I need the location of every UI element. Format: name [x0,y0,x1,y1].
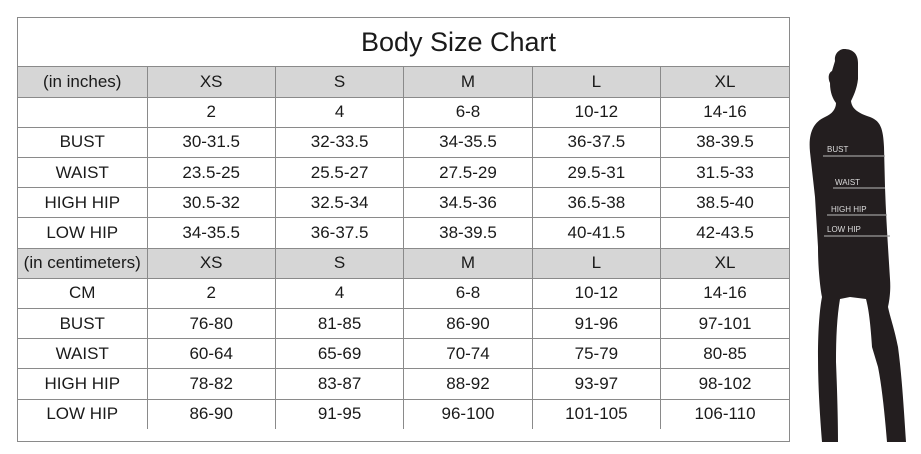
size-cell: 2 [146,277,276,310]
size-cell: 70-74 [403,338,533,370]
size-cell: 14-16 [660,96,789,128]
size-cell: 38-39.5 [403,217,533,249]
size-cell: 2 [146,96,276,128]
size-cell: 91-95 [274,398,405,430]
size-cell: 81-85 [274,307,405,340]
row-label-cell: LOW HIP [18,217,148,249]
size-cell: 32-33.5 [274,126,405,159]
size-cell: 83-87 [274,368,405,400]
size-cell: 25.5-27 [274,157,405,189]
row-label-cell: HIGH HIP [18,187,148,219]
size-cell: 34-35.5 [403,126,533,159]
figure-label-bust: BUST [827,145,848,154]
size-cell: 86-90 [146,398,276,430]
row-label-cell: LOW HIP [18,398,148,430]
size-cell: 10-12 [531,96,662,128]
table-row: 2 4 6-8 10-12 14-16 [18,96,789,128]
figure-label-high-hip: HIGH HIP [831,205,867,214]
size-cell: 42-43.5 [660,217,789,249]
figure-label-low-hip: LOW HIP [827,225,861,234]
figure-label-waist: WAIST [835,178,860,187]
table-row: LOW HIP 34-35.5 36-37.5 38-39.5 40-41.5 42-43… [18,217,789,249]
size-cell: 36-37.5 [531,126,662,159]
size-cell: 36.5-38 [531,187,662,219]
size-cell: M [403,67,533,98]
size-cell: 4 [274,277,405,310]
size-cell: 36-37.5 [274,217,405,249]
size-cell: 30.5-32 [146,187,276,219]
size-cell: 29.5-31 [531,157,662,189]
body-silhouette-figure: BUST WAIST HIGH HIP LOW HIP [790,17,921,442]
row-label-cell: CM [18,277,148,310]
inches-header-row: (in inches) XS S M L XL [18,67,789,98]
size-cell: 80-85 [660,338,789,370]
size-cell: 97-101 [660,307,789,340]
size-cell: L [531,247,662,279]
size-cell: XS [146,67,276,98]
size-cell: S [274,67,405,98]
row-label-cell [18,96,148,128]
size-cell: XL [660,67,789,98]
size-cell: 88-92 [403,368,533,400]
size-cell: 32.5-34 [274,187,405,219]
table-row: BUST 30-31.5 32-33.5 34-35.5 36-37.5 38-39.5 [18,126,789,159]
size-cell: 76-80 [146,307,276,340]
size-chart-table: Body Size Chart (in inches) XS S M L XL 2 4 6-8 1… [17,17,790,442]
size-cell: 96-100 [403,398,533,430]
size-cell: 23.5-25 [146,157,276,189]
row-label-cell: WAIST [18,157,148,189]
row-label-cell: (in inches) [18,67,148,98]
size-cell: 10-12 [531,277,662,310]
row-label-cell: BUST [18,307,148,340]
size-cell: 34.5-36 [403,187,533,219]
table-row: HIGH HIP 30.5-32 32.5-34 34.5-36 36.5-38 38.5… [18,187,789,219]
row-label-cell: HIGH HIP [18,368,148,400]
size-cell: 34-35.5 [146,217,276,249]
size-cell: 65-69 [274,338,405,370]
size-cell: 86-90 [403,307,533,340]
centimeters-header-row: (in centimeters) XS S M L XL [18,247,789,279]
table-row: WAIST 60-64 65-69 70-74 75-79 80-85 [18,338,789,370]
size-cell: S [274,247,405,279]
size-cell: 93-97 [531,368,662,400]
size-cell: 106-110 [660,398,789,430]
size-cell: 75-79 [531,338,662,370]
size-cell: 98-102 [660,368,789,400]
silhouette-icon: BUST WAIST HIGH HIP LOW HIP [809,49,906,442]
size-cell: 78-82 [146,368,276,400]
row-label-cell: (in centimeters) [18,247,148,279]
measurement-lines [823,155,890,237]
size-cell: 30-31.5 [146,126,276,159]
size-cell: XS [146,247,276,279]
size-cell: 6-8 [403,96,533,128]
size-cell: XL [660,247,789,279]
table-row: WAIST 23.5-25 25.5-27 27.5-29 29.5-31 31.5-33 [18,157,789,189]
table-row: BUST 76-80 81-85 86-90 91-96 97-101 [18,307,789,340]
row-label-cell: BUST [18,126,148,159]
size-cell: M [403,247,533,279]
table-row: HIGH HIP 78-82 83-87 88-92 93-97 98-102 [18,368,789,400]
size-cell: 101-105 [531,398,662,430]
table-row: CM 2 4 6-8 10-12 14-16 [18,277,789,310]
chart-title: Body Size Chart [18,18,789,67]
size-cell: 4 [274,96,405,128]
row-label-cell: WAIST [18,338,148,370]
size-cell: 31.5-33 [660,157,789,189]
size-cell: 14-16 [660,277,789,310]
size-cell: 38-39.5 [660,126,789,159]
size-cell: L [531,67,662,98]
size-cell: 27.5-29 [403,157,533,189]
size-cell: 40-41.5 [531,217,662,249]
table-row: LOW HIP 86-90 91-95 96-100 101-105 106-110 [18,398,789,430]
size-cell: 6-8 [403,277,533,310]
size-cell: 38.5-40 [660,187,789,219]
size-cell: 60-64 [146,338,276,370]
size-cell: 91-96 [531,307,662,340]
size-table: (in inches) XS S M L XL 2 4 6-8 10-12 14-16 BUST 30-… [18,67,789,430]
